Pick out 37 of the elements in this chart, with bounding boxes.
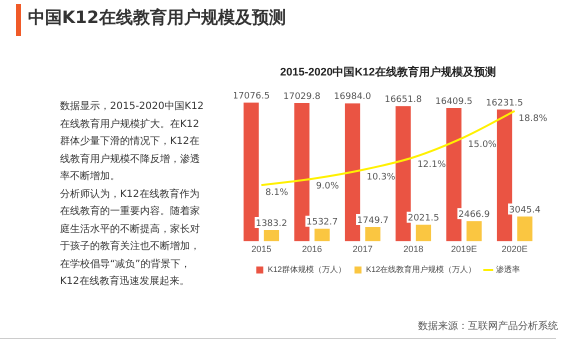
data-label: 17029.8 xyxy=(283,92,321,102)
data-label: 18.8% xyxy=(518,114,548,124)
data-label: 15.0% xyxy=(468,140,498,150)
legend-label: K12在线教育用户规模（万人） xyxy=(366,265,476,274)
x-tick-label: 2015 xyxy=(251,244,272,254)
chart-title: 中国K12在线教育用户规模及预测 xyxy=(28,7,286,29)
x-tick-label: 2020E xyxy=(502,244,528,254)
data-label: 16231.5 xyxy=(486,98,524,108)
data-label: 1383.2 xyxy=(256,218,288,229)
data-label: 3045.4 xyxy=(509,205,541,216)
bar xyxy=(264,230,280,242)
bar xyxy=(416,224,432,242)
legend-label: K12群体规模（万人） xyxy=(268,265,346,274)
text: 分析师认为，K12在线教育作为在线教育的一重要内容。随着家庭生活水平的不断提高，家长对于孩子的教育关注也不断增加，在学校倡导“减负”的背景下，K12在线教育迅速发展起来。 xyxy=(60,188,201,289)
data-label: 16651.8 xyxy=(384,94,422,105)
x-tick-label: 2018 xyxy=(403,244,424,254)
data-label: 8.1% xyxy=(265,188,289,198)
bar xyxy=(314,228,330,242)
bar xyxy=(466,221,482,242)
legend-label: 渗透率 xyxy=(496,265,520,274)
bar xyxy=(517,216,532,242)
x-tick-label: 2019E xyxy=(450,244,478,254)
data-label: 9.0% xyxy=(316,182,340,192)
data-label: 16409.5 xyxy=(435,96,472,107)
x-tick-label: 2017 xyxy=(352,244,373,254)
data-label: 16984.0 xyxy=(334,92,372,102)
data-label: 1532.7 xyxy=(306,218,338,228)
data-label: 12.1% xyxy=(417,160,446,170)
text: 数据显示，2015-2020中国K12在线教育用户规模扩大。在K12群体少量下滑的情况下，K12在线教育用户规模不降反增，渗透率不断增加。 xyxy=(60,100,205,184)
data-label: 10.3% xyxy=(366,172,396,183)
bar xyxy=(365,227,380,242)
source-note: 数据来源：互联网产品分析系统 xyxy=(418,320,558,333)
x-tick-label: 2016 xyxy=(302,244,322,254)
data-label: 2466.9 xyxy=(458,210,490,220)
chart-subtitle: 2015-2020中国K12在线教育用户规模及预测 xyxy=(280,66,496,79)
data-label: 1749.7 xyxy=(357,216,389,226)
data-label: 2021.5 xyxy=(408,214,440,224)
